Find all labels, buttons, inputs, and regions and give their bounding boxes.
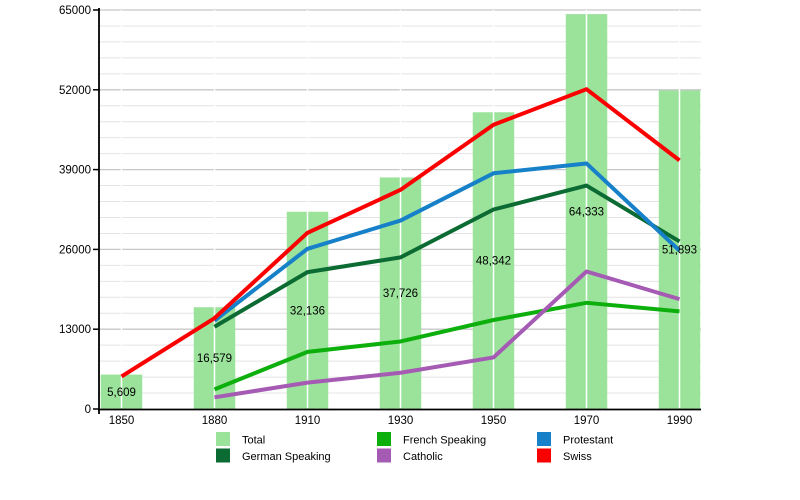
line-catholic — [214, 269, 681, 400]
legend-label-total: Total — [242, 435, 265, 447]
legend-swatch-german-speaking — [216, 448, 230, 463]
legend-swatch-total — [216, 432, 230, 446]
x-tick-label: 1880 — [202, 415, 228, 427]
y-tick-label: 52000 — [59, 85, 91, 97]
legend-item-french-speaking: French Speaking — [377, 432, 486, 447]
bar-value-label: 48,342 — [476, 256, 511, 268]
bar-value-label: 32,136 — [290, 305, 325, 317]
legend-item-protestant: Protestant — [537, 432, 613, 447]
legend-swatch-french-speaking — [377, 432, 391, 446]
legend-swatch-swiss — [537, 448, 551, 463]
y-tick-label: 39000 — [59, 165, 91, 177]
line-protestant — [213, 161, 681, 323]
legend-label-french-speaking: French Speaking — [403, 435, 486, 447]
legend-item-catholic: Catholic — [377, 448, 443, 463]
legend-label-protestant: Protestant — [563, 435, 613, 447]
bar-value-label: 51,893 — [662, 245, 697, 257]
bar-value-label: 5,609 — [107, 387, 136, 399]
bar-value-label: 64,333 — [569, 207, 604, 219]
legend-label-catholic: Catholic — [403, 451, 443, 463]
bar-value-label: 16,579 — [197, 353, 232, 365]
line-swiss — [120, 87, 681, 379]
line-german-speaking — [213, 183, 681, 329]
legend-item-swiss: Swiss — [537, 448, 592, 463]
line-french-speaking — [213, 300, 680, 392]
y-tick-label: 0 — [85, 404, 91, 416]
legend-label-german-speaking: German Speaking — [242, 451, 331, 463]
legend-item-total: Total — [216, 432, 265, 447]
y-tick-label: 13000 — [59, 324, 91, 336]
x-tick-label: 1990 — [667, 415, 693, 427]
y-tick-label: 26000 — [59, 244, 91, 256]
x-tick-label: 1930 — [388, 415, 414, 427]
legend-swatch-catholic — [377, 448, 391, 463]
legend-item-german-speaking: German Speaking — [216, 448, 331, 463]
x-tick-label: 1850 — [109, 415, 135, 427]
legend-swatch-protestant — [537, 432, 551, 446]
x-tick-label: 1970 — [574, 415, 600, 427]
legend-label-swiss: Swiss — [563, 451, 592, 463]
bar-value-label: 37,726 — [383, 288, 418, 300]
y-tick-label: 65000 — [59, 5, 91, 17]
x-tick-label: 1950 — [481, 415, 507, 427]
x-tick-label: 1910 — [295, 415, 321, 427]
